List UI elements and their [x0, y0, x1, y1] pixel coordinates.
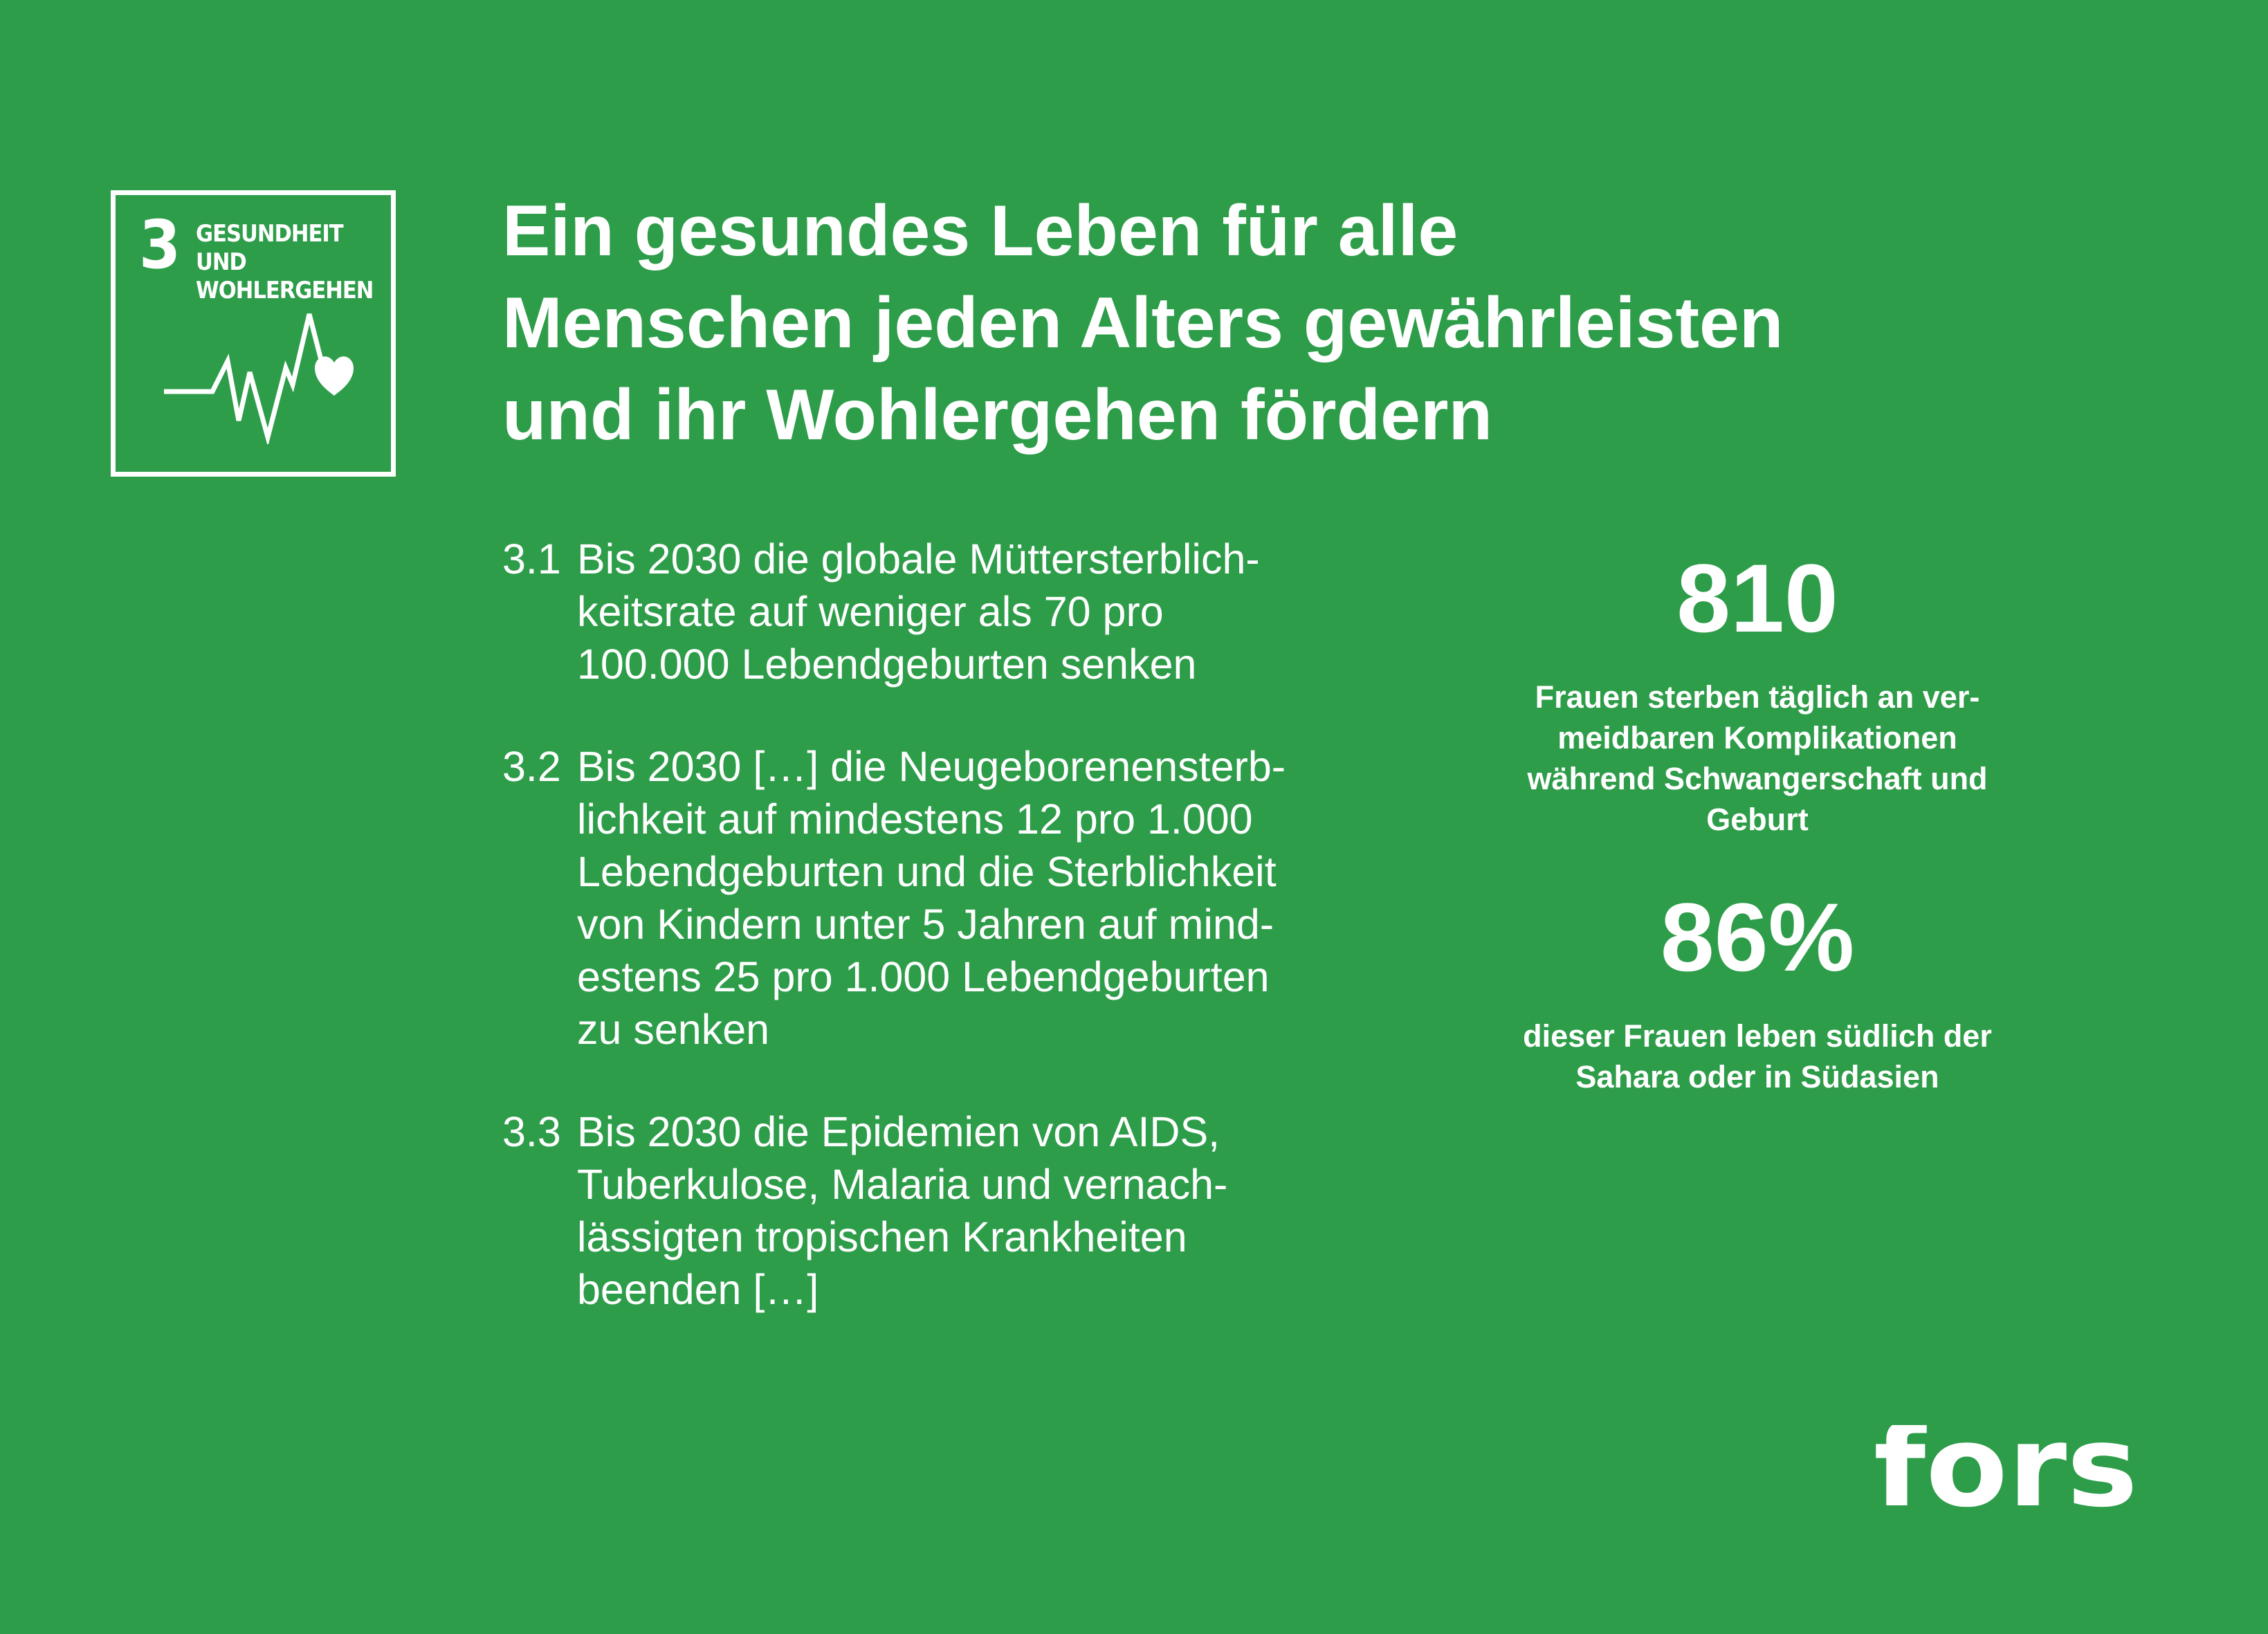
stat-description-line: Frauen sterben täglich an ver-	[1535, 679, 1980, 715]
page-headline: Ein gesundes Leben für alle Menschen jed…	[502, 185, 2094, 461]
stat-description-line: Geburt	[1706, 802, 1809, 837]
stat-description-line: Sahara oder in Südasien	[1575, 1059, 1939, 1094]
stat-description: Frauen sterben täglich an ver- meidbaren…	[1488, 677, 2027, 840]
headline-line: Menschen jeden Alters gewährleisten	[502, 283, 1784, 363]
target-item: 3.3 Bis 2030 die Epidemien von AIDS, Tub…	[502, 1105, 1402, 1316]
sdg-goal-title-line: WOHLERGEHEN	[196, 277, 374, 304]
target-text-line: Bis 2030 […] die Neugeborenensterb-	[577, 743, 1286, 790]
stat-block-share: 86% dieser Frauen leben südlich der Saha…	[1488, 885, 2027, 1097]
target-number: 3.3	[502, 1108, 561, 1155]
sdg-goal-3-badge: 3 GESUNDHEIT UND WOHLERGEHEN	[111, 190, 396, 477]
sdg-goal-number: 3	[139, 206, 181, 284]
sdg-goal-title: GESUNDHEIT UND WOHLERGEHEN	[196, 220, 390, 305]
target-text-line: keitsrate auf weniger als 70 pro	[577, 588, 1164, 635]
headline-line: Ein gesundes Leben für alle	[502, 191, 1458, 271]
stat-value: 86%	[1660, 883, 1855, 991]
target-number: 3.1	[502, 535, 561, 582]
target-list: 3.1 Bis 2030 die globale Müttersterblich…	[502, 533, 1402, 1316]
target-text-line: von Kindern unter 5 Jahren auf mind-	[577, 901, 1274, 948]
stat-description-line: dieser Frauen leben südlich der	[1523, 1018, 1992, 1054]
target-text-line: beenden […]	[577, 1266, 819, 1313]
target-text-line: Bis 2030 die globale Müttersterblich-	[577, 535, 1260, 582]
heartbeat-heart-icon	[164, 313, 354, 444]
target-text-line: lichkeit auf mindestens 12 pro 1.000	[577, 796, 1253, 843]
stat-description-line: meidbaren Komplikationen	[1557, 720, 1957, 755]
target-text-line: Bis 2030 die Epidemien von AIDS,	[577, 1108, 1220, 1155]
target-number: 3.2	[502, 743, 561, 790]
fors-logo-text: fors	[1874, 1425, 2138, 1512]
target-item: 3.2 Bis 2030 […] die Neugeborenensterb- …	[502, 740, 1402, 1056]
target-text-line: lässigten tropischen Krankheiten	[577, 1213, 1187, 1260]
target-text-line: Tuberkulose, Malaria und vernach-	[577, 1161, 1228, 1208]
stat-description: dieser Frauen leben südlich der Sahara o…	[1488, 1016, 2027, 1097]
stat-block-deaths: 810 Frauen sterben täglich an ver- meidb…	[1488, 547, 2027, 840]
target-text-line: zu senken	[577, 1006, 770, 1053]
target-item: 3.1 Bis 2030 die globale Müttersterblich…	[502, 533, 1402, 690]
target-text-line: estens 25 pro 1.000 Lebendgeburten	[577, 953, 1270, 1000]
stat-description-line: während Schwangerschaft und	[1527, 761, 1988, 796]
headline-line: und ihr Wohlergehen fördern	[502, 375, 1492, 455]
target-text-line: 100.000 Lebendgeburten senken	[577, 641, 1197, 688]
stat-value: 810	[1676, 544, 1838, 652]
target-text-line: Lebendgeburten und die Sterblichkeit	[577, 848, 1277, 895]
fors-logo: fors	[1874, 1425, 2138, 1512]
sdg-goal-title-line: GESUNDHEIT UND	[196, 220, 344, 276]
